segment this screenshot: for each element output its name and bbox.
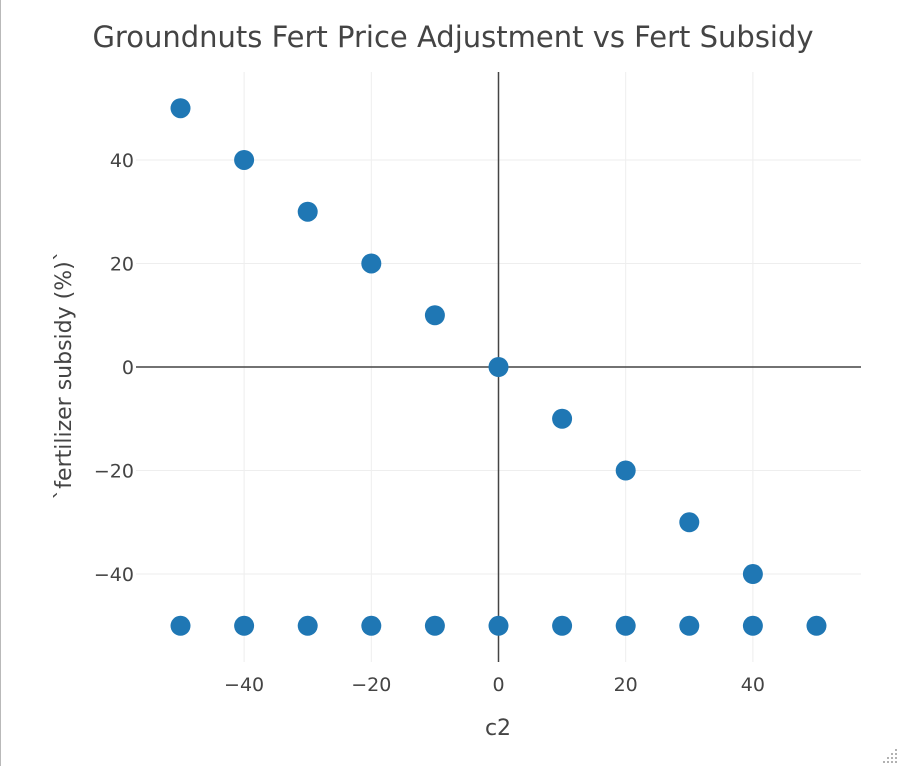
x-tick-label: −40 bbox=[224, 674, 264, 696]
data-point[interactable] bbox=[361, 253, 382, 274]
data-point[interactable] bbox=[170, 98, 191, 119]
data-point[interactable] bbox=[615, 615, 636, 636]
y-tick-label: 0 bbox=[122, 357, 134, 379]
data-point[interactable] bbox=[552, 408, 573, 429]
x-tick-label: 20 bbox=[614, 674, 638, 696]
y-axis-title: `fertilizer subsidy (%)` bbox=[52, 250, 77, 499]
x-tick-label: 0 bbox=[492, 674, 504, 696]
data-point[interactable] bbox=[615, 460, 636, 481]
y-tick-label: −20 bbox=[94, 461, 134, 483]
data-point[interactable] bbox=[742, 564, 763, 585]
y-axis-ticks: −40 −20 0 20 40 bbox=[94, 150, 134, 586]
data-point[interactable] bbox=[488, 357, 509, 377]
data-point[interactable] bbox=[170, 615, 191, 636]
data-point[interactable] bbox=[679, 615, 700, 636]
data-point[interactable] bbox=[488, 615, 509, 636]
data-point[interactable] bbox=[742, 615, 763, 636]
data-point[interactable] bbox=[806, 615, 827, 636]
data-point[interactable] bbox=[424, 305, 445, 326]
data-point[interactable] bbox=[679, 512, 700, 533]
data-point[interactable] bbox=[297, 615, 318, 636]
y-tick-label: 20 bbox=[110, 253, 134, 275]
y-tick-label: −40 bbox=[94, 564, 134, 586]
y-tick-label: 40 bbox=[110, 150, 134, 172]
chart-title: Groundnuts Fert Price Adjustment vs Fert… bbox=[92, 20, 813, 54]
data-point[interactable] bbox=[297, 201, 318, 222]
data-point[interactable] bbox=[234, 149, 255, 170]
x-axis-ticks: −40 −20 0 20 40 bbox=[224, 674, 765, 696]
x-tick-label: −20 bbox=[351, 674, 391, 696]
x-tick-label: 40 bbox=[741, 674, 765, 696]
resize-grip-icon[interactable] bbox=[882, 748, 898, 764]
data-points bbox=[170, 98, 827, 636]
data-point[interactable] bbox=[234, 615, 255, 636]
x-axis-title: c2 bbox=[485, 716, 511, 741]
data-point[interactable] bbox=[361, 615, 382, 636]
data-point[interactable] bbox=[424, 615, 445, 636]
data-point[interactable] bbox=[552, 615, 573, 636]
